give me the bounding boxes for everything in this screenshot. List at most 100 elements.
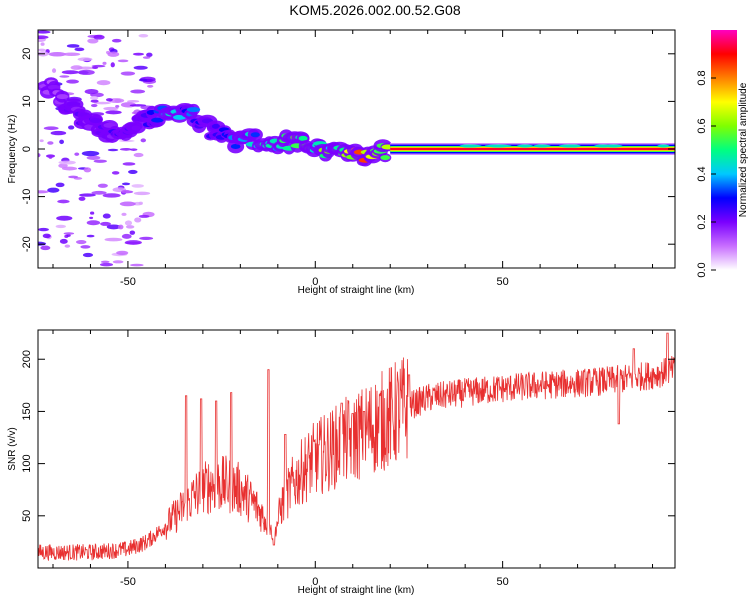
- heatmap-noise-blob: [55, 224, 67, 229]
- heatmap-noise-blob: [58, 160, 76, 165]
- heatmap-ytick-label: 10: [21, 95, 33, 107]
- heatmap-noise-blob: [118, 139, 135, 143]
- heatmap-noise-blob: [91, 103, 98, 108]
- heatmap-noise-blob: [61, 70, 80, 75]
- heatmap-noise-blob: [105, 98, 113, 102]
- heatmap-noise-blob: [117, 224, 124, 230]
- heatmap-noise-blob: [50, 130, 67, 136]
- heatmap-noise-blob: [129, 230, 136, 235]
- heatmap-xtick-label: -50: [120, 276, 136, 288]
- heatmap-noise-blob: [63, 232, 75, 235]
- heatmap-carrier-ripple: [657, 144, 670, 148]
- heatmap-ridge-core: [89, 118, 102, 124]
- heatmap-noise-blob: [119, 147, 132, 151]
- heatmap-noise-blob: [122, 162, 136, 166]
- heatmap-noise-blob: [112, 260, 124, 264]
- heatmap-noise-blob: [130, 263, 144, 267]
- heatmap-ridge-core: [186, 107, 201, 113]
- heatmap-noise-blob: [51, 68, 57, 73]
- snr-frame: [37, 329, 676, 569]
- heatmap-xtick-label: 50: [497, 276, 509, 288]
- heatmap-noise-blob: [90, 99, 99, 103]
- heatmap-noise-blob: [66, 79, 79, 84]
- heatmap-ridge-core: [56, 94, 69, 100]
- heatmap-noise-blob: [132, 52, 145, 56]
- heatmap-noise-blob: [124, 240, 142, 245]
- snr-panel: -50 0 50 50 100 150 200 Height of straight lin…: [7, 329, 676, 596]
- heatmap-noise-blob: [77, 57, 93, 62]
- heatmap-noise-blob: [116, 250, 129, 255]
- heatmap-noise-blob: [68, 175, 79, 179]
- heatmap-noise-blob: [66, 44, 80, 48]
- heatmap-noise-blob: [66, 234, 71, 237]
- heatmap-noise-blob: [133, 191, 151, 196]
- heatmap-noise-blob: [40, 245, 51, 251]
- heatmap-noise-blob: [107, 51, 120, 57]
- heatmap-noise-blob: [56, 215, 73, 221]
- heatmap-noise-blob: [138, 34, 149, 38]
- heatmap-noise-blob: [99, 262, 114, 267]
- heatmap-noise-blob: [81, 150, 100, 157]
- heatmap-noise-blob: [134, 217, 142, 223]
- heatmap-noise-blob: [102, 213, 111, 219]
- heatmap-noise-blob: [121, 233, 132, 239]
- heatmap-carrier-ripple: [517, 144, 534, 148]
- heatmap-noise-blob: [87, 38, 99, 44]
- colorbar-tick-label: 0.0: [696, 262, 708, 277]
- colorbar-tick-label: 0.8: [696, 70, 708, 85]
- heatmap-ytick-label: -10: [21, 189, 33, 205]
- colorbar-gradient: [711, 30, 737, 270]
- heatmap-noise-blob: [38, 227, 49, 232]
- heatmap-noise-blob: [96, 80, 111, 86]
- snr-xtick-label: 0: [312, 576, 318, 588]
- heatmap-noise-blob: [138, 78, 148, 82]
- heatmap-noise-blob: [47, 141, 54, 145]
- heatmap-noise-blob: [104, 237, 123, 242]
- heatmap-noise-blob: [40, 42, 45, 46]
- colorbar-ticks: 0.0 0.2 0.4 0.6 0.8: [696, 70, 716, 278]
- snr-ytick-label: 150: [21, 402, 33, 420]
- heatmap-noise-blob: [111, 171, 120, 175]
- heatmap-noise-blob: [111, 38, 122, 43]
- snr-ytick-label: 100: [21, 454, 33, 472]
- heatmap-noise-blob: [131, 184, 144, 188]
- heatmap-noise-blob: [93, 34, 105, 40]
- heatmap-noise-blob: [38, 48, 46, 52]
- heatmap-noise-blob: [100, 221, 111, 226]
- heatmap-noise-blob: [64, 244, 71, 248]
- heatmap-noise-blob: [38, 30, 51, 34]
- heatmap-noise-blob: [139, 236, 154, 241]
- heatmap-panel: -50 0 50 -20 -10 0 10 20 Height of straight lin…: [7, 29, 676, 296]
- heatmap-noise-blob: [38, 35, 49, 40]
- heatmap-noise-blob: [102, 61, 107, 65]
- heatmap-noise-blob: [80, 245, 91, 249]
- heatmap-ridge-core: [380, 155, 391, 161]
- heatmap-ridge-core: [151, 117, 164, 123]
- heatmap-ytick-label: -20: [21, 236, 33, 252]
- heatmap-noise-blob: [103, 106, 119, 111]
- heatmap-noise-blob: [57, 199, 70, 204]
- snr-series-line: [38, 332, 675, 561]
- colorbar-tick-label: 0.6: [696, 118, 708, 133]
- snr-ylabel: SNR (v/v): [7, 427, 18, 470]
- heatmap-noise-blob: [84, 89, 99, 95]
- heatmap-noise-blob: [38, 153, 41, 158]
- heatmap-noise-blob: [59, 75, 70, 78]
- heatmap-noise-blob: [97, 183, 108, 188]
- heatmap-noise-blob: [140, 138, 147, 143]
- heatmap-noise-blob: [106, 224, 121, 230]
- heatmap-noise-blob: [142, 56, 151, 59]
- heatmap-noise-blob: [90, 96, 99, 100]
- heatmap-noise-blob: [38, 241, 47, 246]
- heatmap-noise-blob: [102, 193, 121, 198]
- heatmap-noise-blob: [93, 101, 111, 105]
- heatmap-noise-blob: [133, 65, 148, 70]
- heatmap-noise-blob: [82, 252, 94, 258]
- heatmap-noise-blob: [89, 216, 94, 220]
- heatmap-noise-blob: [62, 52, 81, 57]
- heatmap-xtick-label: 0: [312, 276, 318, 288]
- snr-ytick-label: 200: [21, 350, 33, 368]
- snr-ticks: -50 0 50 50 100 150 200: [21, 330, 675, 588]
- heatmap-noise-blob: [47, 187, 60, 193]
- heatmap-noise-blob: [133, 152, 144, 158]
